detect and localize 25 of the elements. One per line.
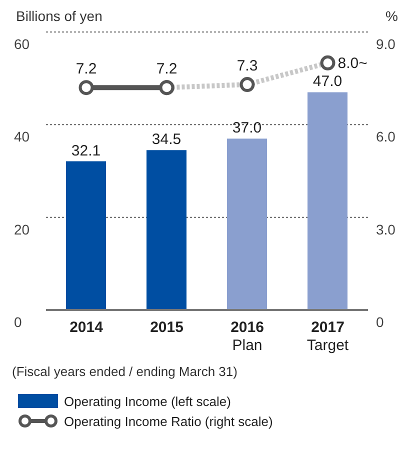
data-label: 7.2	[76, 60, 97, 78]
y2-tick-label: 9.0	[376, 36, 396, 52]
y2-tick-label: 0	[376, 314, 384, 330]
data-label: 7.2	[156, 60, 178, 78]
x-tick-label: 2017 Target	[306, 319, 350, 354]
legend-label: Operating Income (left scale)	[64, 394, 231, 408]
y2-tick-label: 6.0	[376, 128, 396, 145]
data-label: 7.3	[236, 58, 258, 75]
x-tick-label: 2014	[70, 319, 104, 336]
legend-label: Operating Income Ratio (right scale)	[64, 414, 273, 428]
data-label: 47.0	[312, 73, 342, 90]
y2-axis-title: %	[386, 8, 398, 24]
y-tick-label: 20	[14, 221, 30, 238]
y-tick-label: 60	[14, 36, 30, 52]
x-tick-label: 2016 Plan	[230, 319, 264, 354]
y-tick-label: 0	[14, 314, 22, 330]
x-tick-label: 2015	[150, 319, 184, 336]
data-label: 32.1	[71, 142, 101, 160]
y2-tick-label: 3.0	[376, 221, 396, 238]
data-label: 8.0~	[338, 54, 368, 72]
y-axis-title: Billions of yen	[16, 8, 102, 24]
data-label: 34.5	[152, 131, 182, 148]
y-tick-label: 40	[14, 128, 30, 145]
data-label: 37.0	[232, 120, 262, 137]
text: (Fiscal years ended / ending March 31)	[12, 364, 238, 379]
